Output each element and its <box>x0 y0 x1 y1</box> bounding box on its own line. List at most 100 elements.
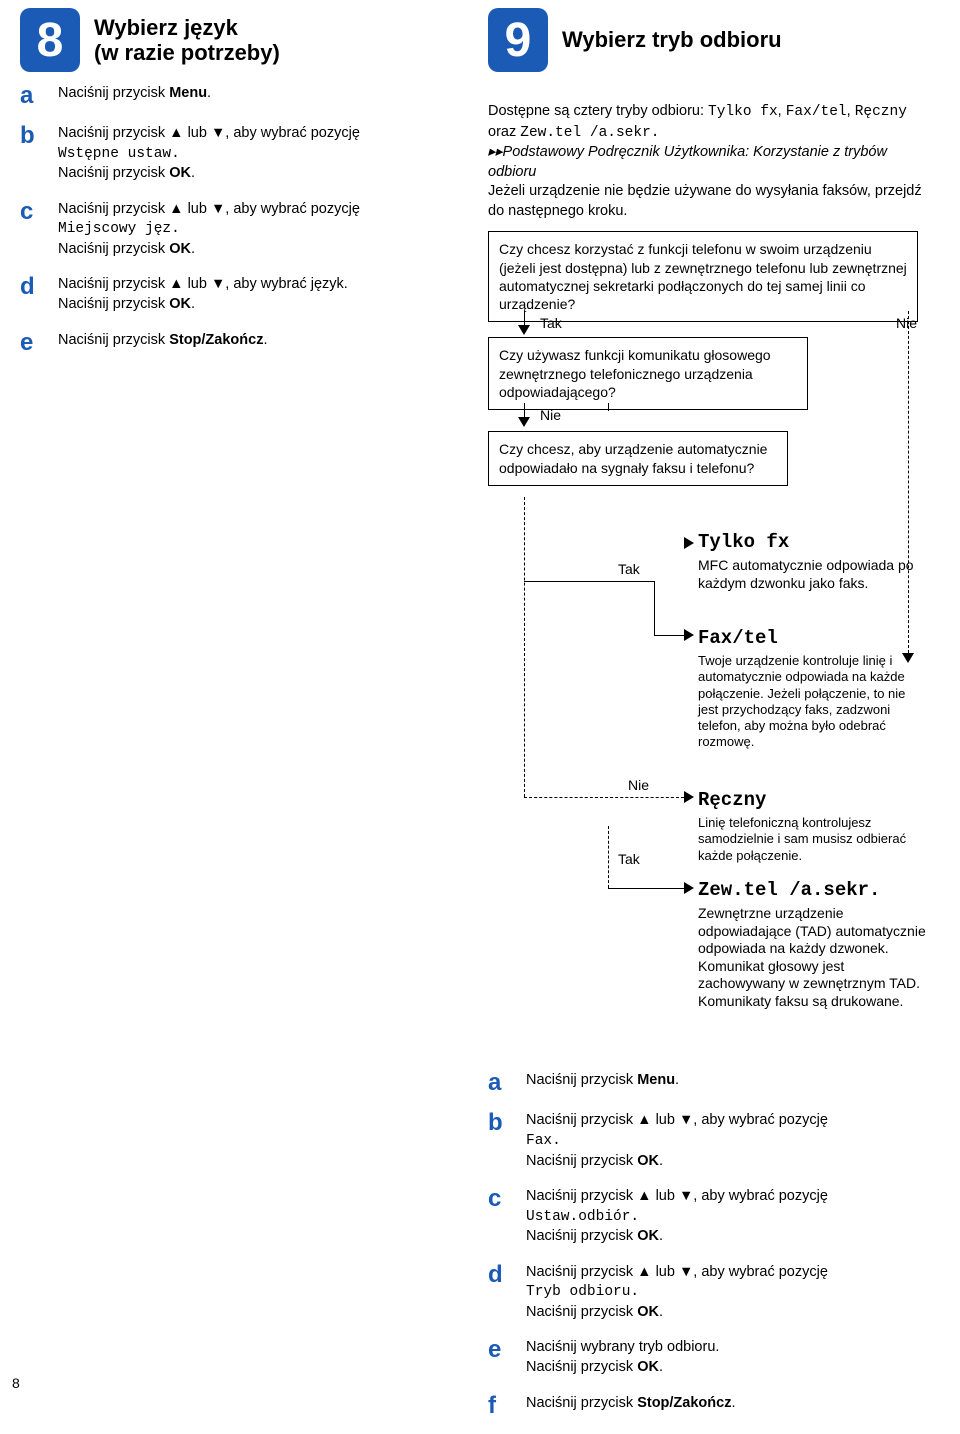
flow-line <box>608 826 609 888</box>
left-column: 8 Wybierz język (w razie potrzeby) a Nac… <box>20 8 460 1434</box>
mode-title: Tylko fx <box>698 531 928 555</box>
mode-faxtel: Fax/tel Twoje urządzenie kontroluje lini… <box>698 627 928 750</box>
text: . <box>659 1359 663 1375</box>
label-tak: Tak <box>618 851 640 867</box>
flowchart: Czy chcesz korzystać z funkcji telefonu … <box>488 231 928 1061</box>
bold: OK <box>169 241 191 257</box>
step-8-title-line2: (w razie potrzeby) <box>94 40 280 65</box>
instr-letter: d <box>488 1263 512 1323</box>
text: Naciśnij przycisk <box>526 1228 637 1244</box>
instr-8e: e Naciśnij przycisk Stop/Zakończ. <box>20 331 460 355</box>
text: Naciśnij przycisk ▲ lub ▼, aby wybrać po… <box>58 201 360 217</box>
flow-line <box>524 581 654 582</box>
step-9-instructions: a Naciśnij przycisk Menu. b Naciśnij prz… <box>488 1071 928 1417</box>
mode-desc: MFC automatycznie odpowiada po każdym dz… <box>698 557 914 591</box>
text: Naciśnij przycisk ▲ lub ▼, aby wybrać po… <box>526 1264 828 1280</box>
text: Naciśnij wybrany tryb odbioru. <box>526 1339 719 1355</box>
text: Naciśnij przycisk <box>526 1153 637 1169</box>
mode-tylkofx: Tylko fx MFC automatycznie odpowiada po … <box>698 531 928 592</box>
mono: Ustaw.odbiór. <box>526 1209 639 1225</box>
text: Naciśnij przycisk <box>58 332 169 348</box>
page-number: 8 <box>12 1375 20 1391</box>
mono: Fax. <box>526 1133 561 1149</box>
step-8-title-line1: Wybierz język <box>94 15 238 40</box>
ref-text: ▸▸Podstawowy Podręcznik Użytkownika: Kor… <box>488 144 887 180</box>
instr-letter: e <box>488 1338 512 1377</box>
instr-8d: d Naciśnij przycisk ▲ lub ▼, aby wybrać … <box>20 275 460 314</box>
mono: Wstępne ustaw. <box>58 146 180 162</box>
mode-desc: Linię telefoniczną kontrolujesz samodzie… <box>698 815 906 863</box>
text: , <box>847 103 855 119</box>
instr-9c: c Naciśnij przycisk ▲ lub ▼, aby wybrać … <box>488 1187 928 1247</box>
text: . <box>659 1153 663 1169</box>
label-tak: Tak <box>540 315 562 331</box>
instr-body: Naciśnij przycisk Stop/Zakończ. <box>526 1394 735 1418</box>
instr-body: Naciśnij przycisk ▲ lub ▼, aby wybrać po… <box>526 1111 828 1171</box>
bold: OK <box>637 1228 659 1244</box>
mode-zewtel: Zew.tel /a.sekr. Zewnętrzne urządzenie o… <box>698 879 928 1010</box>
text: . <box>263 332 267 348</box>
instr-letter: c <box>20 200 44 260</box>
mode-reczny: Ręczny Linię telefoniczną kontrolujesz s… <box>698 789 928 864</box>
instr-letter: e <box>20 331 44 355</box>
arrow-right-icon <box>684 791 694 803</box>
instr-letter: b <box>488 1111 512 1171</box>
mode-desc: Twoje urządzenie kontroluje linię i auto… <box>698 653 905 749</box>
instr-body: Naciśnij wybrany tryb odbioru. Naciśnij … <box>526 1338 719 1377</box>
instr-body: Naciśnij przycisk ▲ lub ▼, aby wybrać po… <box>58 124 360 184</box>
text: Dostępne są cztery tryby odbioru: <box>488 103 708 119</box>
bold: OK <box>637 1304 659 1320</box>
text: Jeżeli urządzenie nie będzie używane do … <box>488 183 922 219</box>
instr-body: Naciśnij przycisk Menu. <box>58 84 211 108</box>
text: Naciśnij przycisk <box>526 1359 637 1375</box>
text: . <box>207 85 211 101</box>
instr-letter: a <box>488 1071 512 1095</box>
instr-body: Naciśnij przycisk Menu. <box>526 1071 679 1095</box>
instr-9f: f Naciśnij przycisk Stop/Zakończ. <box>488 1394 928 1418</box>
instr-8b: b Naciśnij przycisk ▲ lub ▼, aby wybrać … <box>20 124 460 184</box>
flow-q3: Czy chcesz, aby urządzenie automatycznie… <box>488 431 788 485</box>
flow-line <box>654 635 684 636</box>
bold: Menu <box>637 1072 675 1088</box>
bold: OK <box>169 165 191 181</box>
instr-letter: a <box>20 84 44 108</box>
mode-title: Fax/tel <box>698 627 928 651</box>
instr-letter: c <box>488 1187 512 1247</box>
flow-line <box>608 403 609 411</box>
step-8-header: 8 Wybierz język (w razie potrzeby) <box>20 8 460 72</box>
step-9-intro: Dostępne są cztery tryby odbioru: Tylko … <box>488 102 928 221</box>
instr-letter: d <box>20 275 44 314</box>
text: Naciśnij przycisk <box>58 296 169 312</box>
flow-line <box>654 581 655 635</box>
instr-body: Naciśnij przycisk ▲ lub ▼, aby wybrać po… <box>526 1187 828 1247</box>
instr-body: Naciśnij przycisk Stop/Zakończ. <box>58 331 267 355</box>
step-8-number: 8 <box>20 8 80 72</box>
text: . <box>659 1304 663 1320</box>
bold: OK <box>637 1359 659 1375</box>
instr-9d: d Naciśnij przycisk ▲ lub ▼, aby wybrać … <box>488 1263 928 1323</box>
arrow-right-icon <box>684 537 694 549</box>
text: Naciśnij przycisk <box>526 1304 637 1320</box>
label-nie: Nie <box>540 407 561 423</box>
instr-letter: f <box>488 1394 512 1418</box>
arrow-down-icon <box>518 325 530 335</box>
label-nie: Nie <box>628 777 649 793</box>
text: . <box>675 1072 679 1088</box>
step-8-instructions: a Naciśnij przycisk Menu. b Naciśnij prz… <box>20 84 460 355</box>
flow-line <box>524 797 684 798</box>
text: . <box>191 296 195 312</box>
bold: Stop/Zakończ <box>637 1395 731 1411</box>
instr-8a: a Naciśnij przycisk Menu. <box>20 84 460 108</box>
text: Naciśnij przycisk <box>58 241 169 257</box>
bold: OK <box>169 296 191 312</box>
text: Naciśnij przycisk <box>58 85 169 101</box>
instr-9a: a Naciśnij przycisk Menu. <box>488 1071 928 1095</box>
arrow-down-icon <box>518 417 530 427</box>
text: oraz <box>488 124 520 140</box>
text: . <box>191 165 195 181</box>
mode-title: Zew.tel /a.sekr. <box>698 879 928 903</box>
arrow-right-icon <box>684 629 694 641</box>
text: . <box>191 241 195 257</box>
text: , <box>778 103 786 119</box>
instr-9e: e Naciśnij wybrany tryb odbioru. Naciśni… <box>488 1338 928 1377</box>
